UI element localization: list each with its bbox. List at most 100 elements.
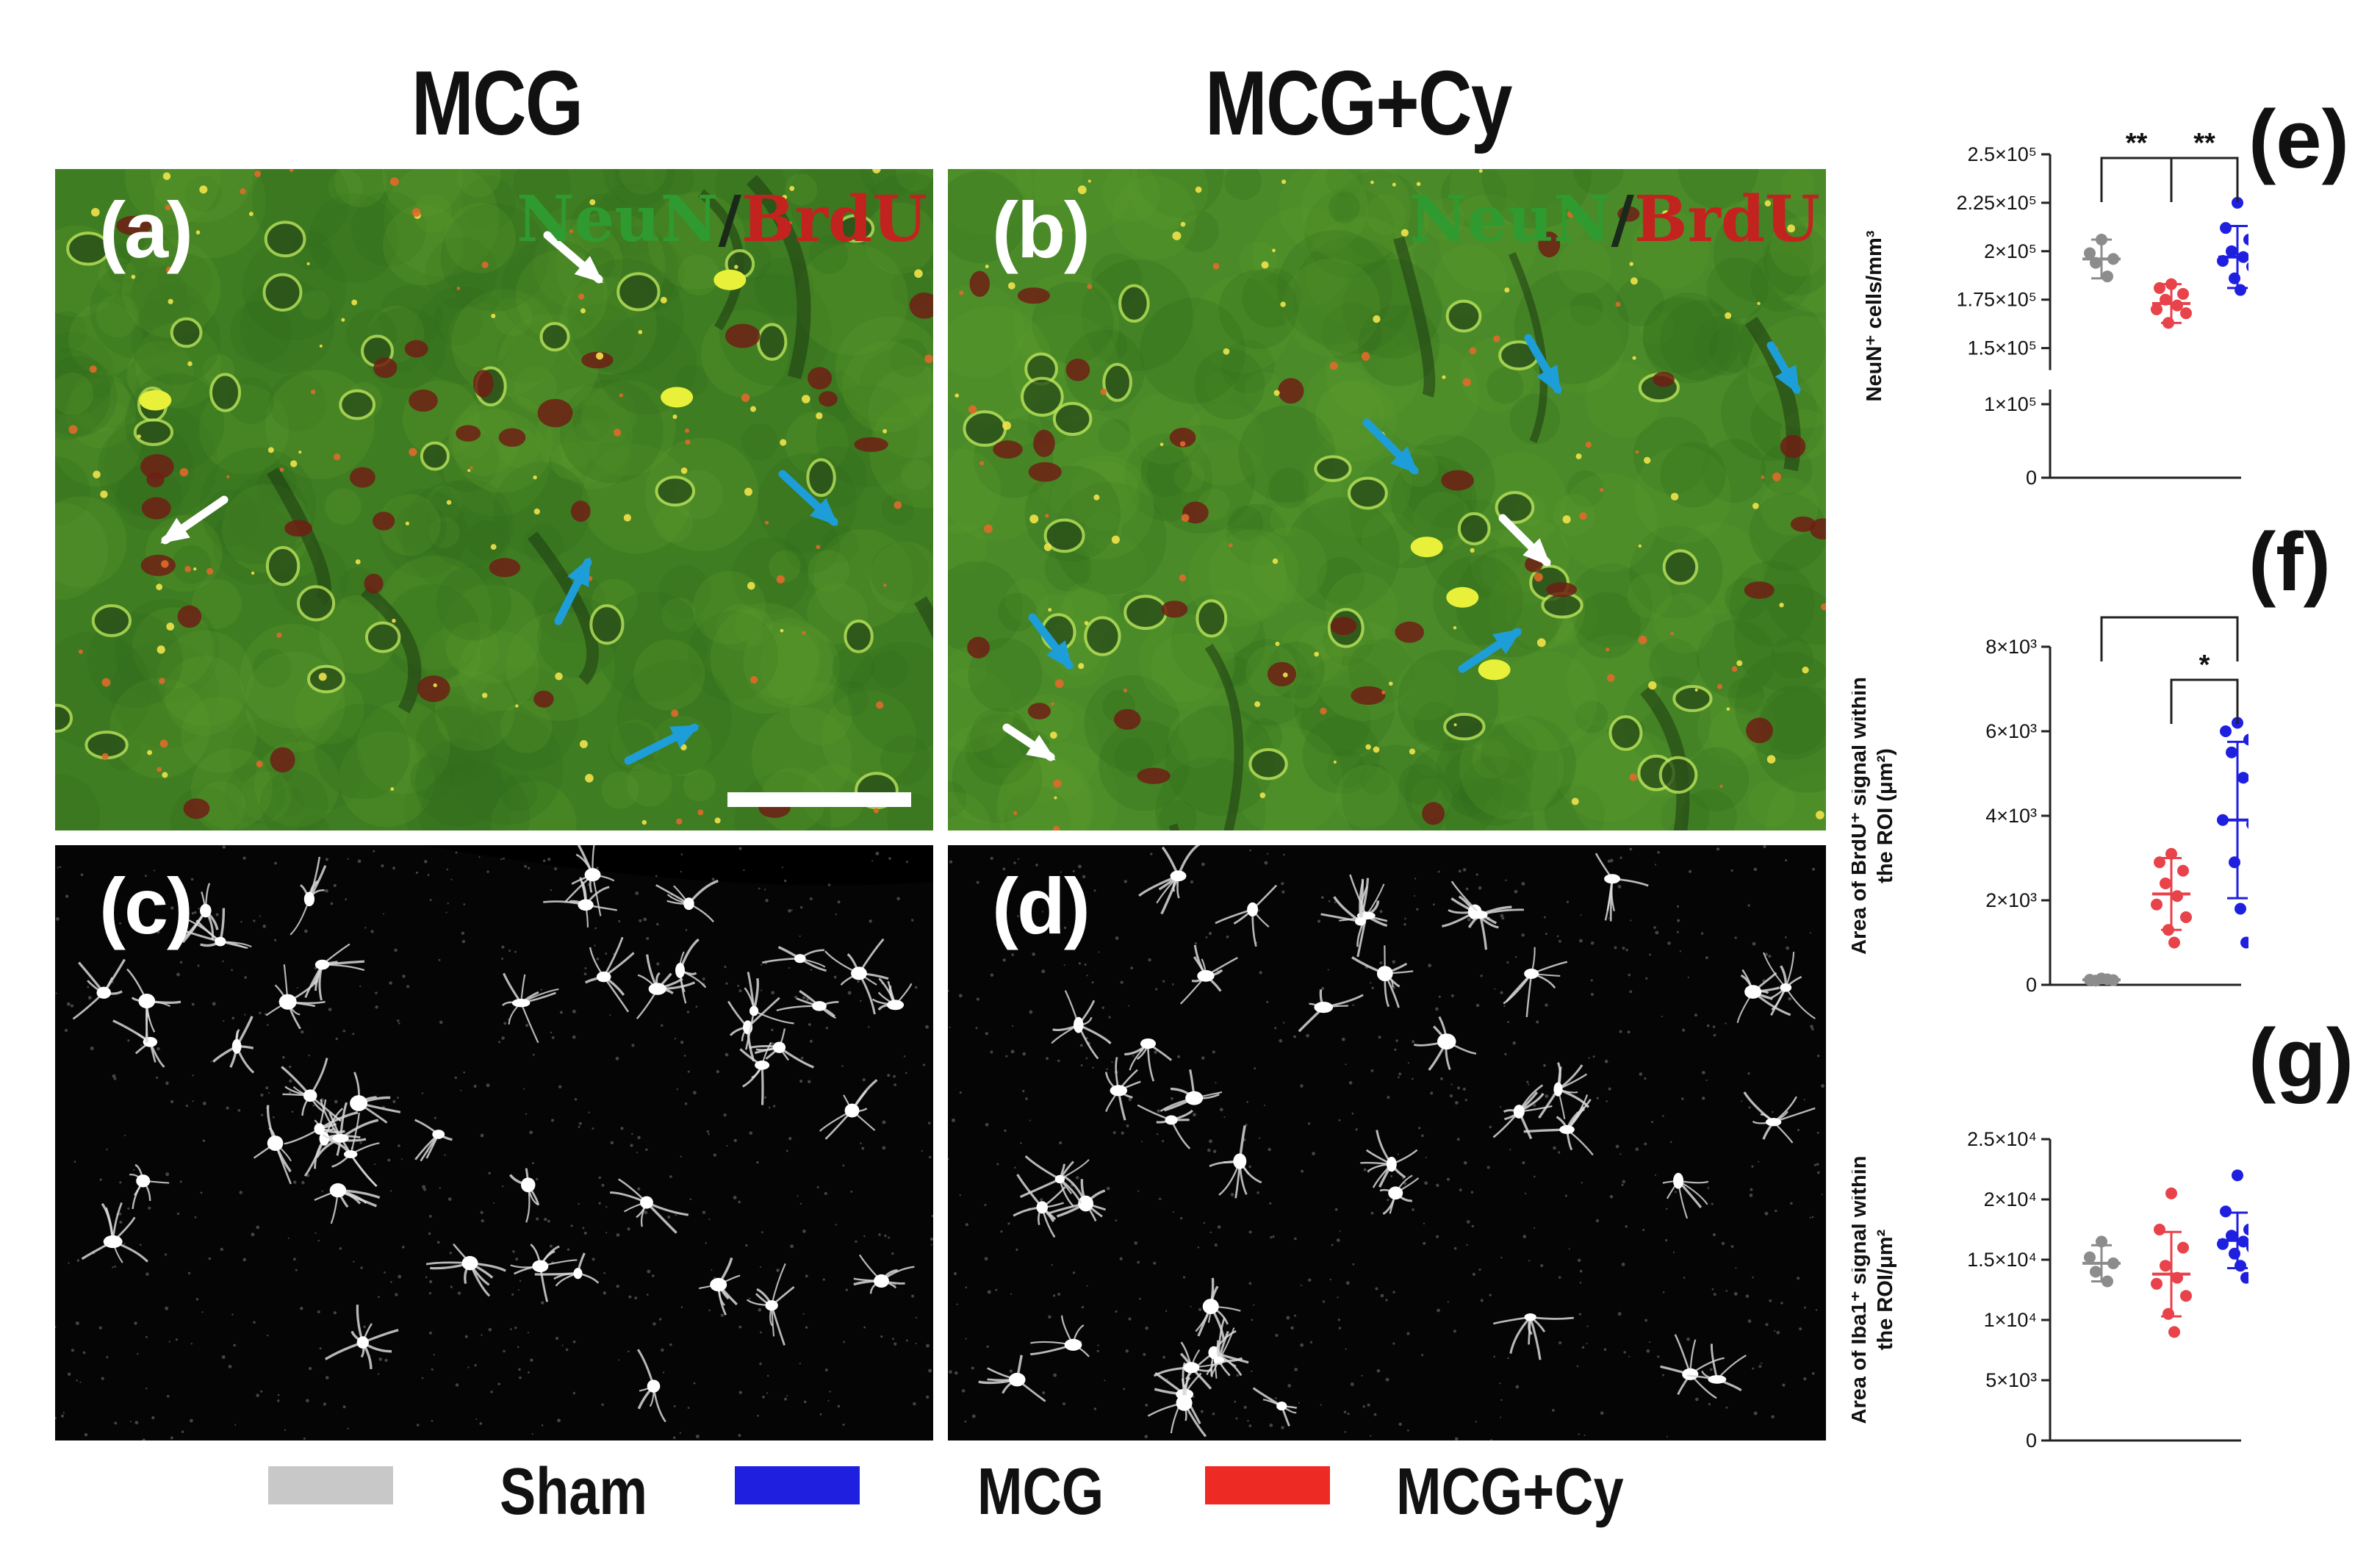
tissue-texture — [414, 286, 513, 385]
background-speck — [1625, 1225, 1628, 1228]
background-speck — [73, 1160, 76, 1163]
tissue-texture — [1251, 527, 1327, 603]
background-speck — [1209, 1231, 1212, 1233]
background-speck — [928, 1368, 932, 1373]
tissue-texture — [334, 169, 387, 207]
tissue-texture — [356, 700, 450, 794]
background-speck — [402, 975, 406, 978]
tissue-texture — [1004, 407, 1042, 445]
scatter-plot-e: 0 1×10⁵ 1.5×10⁵ 1.75×10⁵ 2×10⁵ 2.25×10⁵ 2.5×10… — [1852, 118, 2258, 500]
tissue-texture — [948, 792, 991, 830]
background-speck — [1500, 1257, 1503, 1259]
tissue-texture — [1218, 269, 1298, 349]
background-speck — [1301, 1169, 1304, 1173]
panel-label-b: (b) — [992, 185, 1090, 274]
background-speck — [572, 1340, 576, 1343]
background-speck — [1662, 1291, 1665, 1294]
tissue-texture — [1193, 275, 1292, 373]
tissue-texture — [785, 173, 818, 206]
background-speck — [389, 981, 392, 985]
tissue-texture — [1327, 749, 1366, 789]
background-speck — [1022, 1089, 1025, 1093]
data-point — [2180, 307, 2192, 320]
tissue-texture — [268, 373, 327, 431]
background-speck — [185, 1104, 189, 1108]
puncta-dot — [318, 672, 327, 681]
background-speck — [153, 869, 155, 872]
background-speck — [914, 986, 918, 989]
data-point — [2096, 234, 2107, 245]
background-speck — [1341, 1037, 1345, 1041]
background-speck — [170, 1099, 174, 1104]
neun-cell — [1672, 685, 1713, 712]
tissue-texture — [948, 561, 1024, 654]
background-speck — [1362, 1405, 1365, 1408]
background-speck — [1348, 1081, 1353, 1085]
microglia-cell — [1104, 1057, 1141, 1121]
background-speck — [1578, 1313, 1582, 1316]
series-mcgcy — [2151, 1187, 2192, 1338]
background-speck — [277, 1393, 280, 1396]
tissue-texture — [420, 761, 530, 830]
background-speck — [1412, 1040, 1415, 1044]
tissue-texture — [319, 595, 398, 674]
puncta-dot — [1392, 182, 1396, 187]
background-speck — [1748, 1106, 1751, 1109]
brdu-nucleus — [1546, 582, 1578, 598]
background-speck — [1075, 1176, 1079, 1180]
background-speck — [662, 1371, 665, 1374]
tissue-texture — [414, 739, 503, 827]
tissue-texture — [325, 488, 362, 525]
background-speck — [317, 1239, 320, 1242]
background-speck — [1592, 1055, 1595, 1058]
background-speck — [1750, 1188, 1753, 1191]
microglia-cell — [978, 1355, 1046, 1402]
background-speck — [1281, 882, 1284, 886]
background-speck — [802, 1229, 806, 1233]
background-speck — [672, 1436, 676, 1439]
puncta-dot — [1562, 515, 1571, 524]
panel-label-c: (c) — [99, 861, 193, 950]
puncta-dot — [78, 649, 83, 654]
background-speck — [424, 860, 428, 864]
data-point — [2154, 281, 2165, 294]
puncta-dot — [1478, 169, 1483, 173]
tissue-texture — [493, 462, 591, 559]
tissue-texture — [1575, 700, 1608, 733]
background-speck — [776, 1269, 780, 1272]
background-speck — [1543, 1063, 1546, 1067]
tissue-texture — [422, 628, 481, 688]
background-speck — [1489, 1125, 1492, 1129]
tissue-texture — [130, 266, 188, 323]
background-speck — [1424, 1181, 1428, 1185]
background-speck — [687, 1070, 690, 1073]
background-speck — [1753, 1411, 1758, 1416]
background-speck — [242, 1257, 247, 1262]
microglia-cell — [1523, 1094, 1594, 1156]
background-speck — [308, 1055, 310, 1057]
background-speck — [544, 1217, 547, 1221]
background-speck — [1514, 889, 1518, 894]
tissue-texture — [259, 769, 328, 830]
puncta-dot — [411, 208, 421, 218]
background-speck — [1371, 986, 1374, 990]
background-speck — [253, 1321, 256, 1324]
puncta-dot — [983, 524, 993, 534]
puncta-dot — [206, 567, 214, 575]
brdu-nucleus — [993, 440, 1023, 459]
background-speck — [1423, 1222, 1426, 1224]
background-speck — [1320, 1404, 1322, 1406]
background-speck — [1603, 1348, 1607, 1352]
puncta-dot — [1228, 543, 1233, 548]
puncta-dot — [390, 787, 395, 791]
tissue-texture — [760, 625, 840, 706]
background-speck — [1125, 1349, 1129, 1353]
background-speck — [1200, 1410, 1204, 1413]
background-speck — [1694, 1013, 1697, 1017]
background-speck — [531, 1432, 533, 1435]
tissue-texture — [1224, 169, 1262, 201]
background-speck — [1655, 930, 1659, 935]
data-point — [2180, 1290, 2192, 1302]
puncta-dot — [894, 500, 902, 509]
background-speck — [529, 1130, 533, 1135]
